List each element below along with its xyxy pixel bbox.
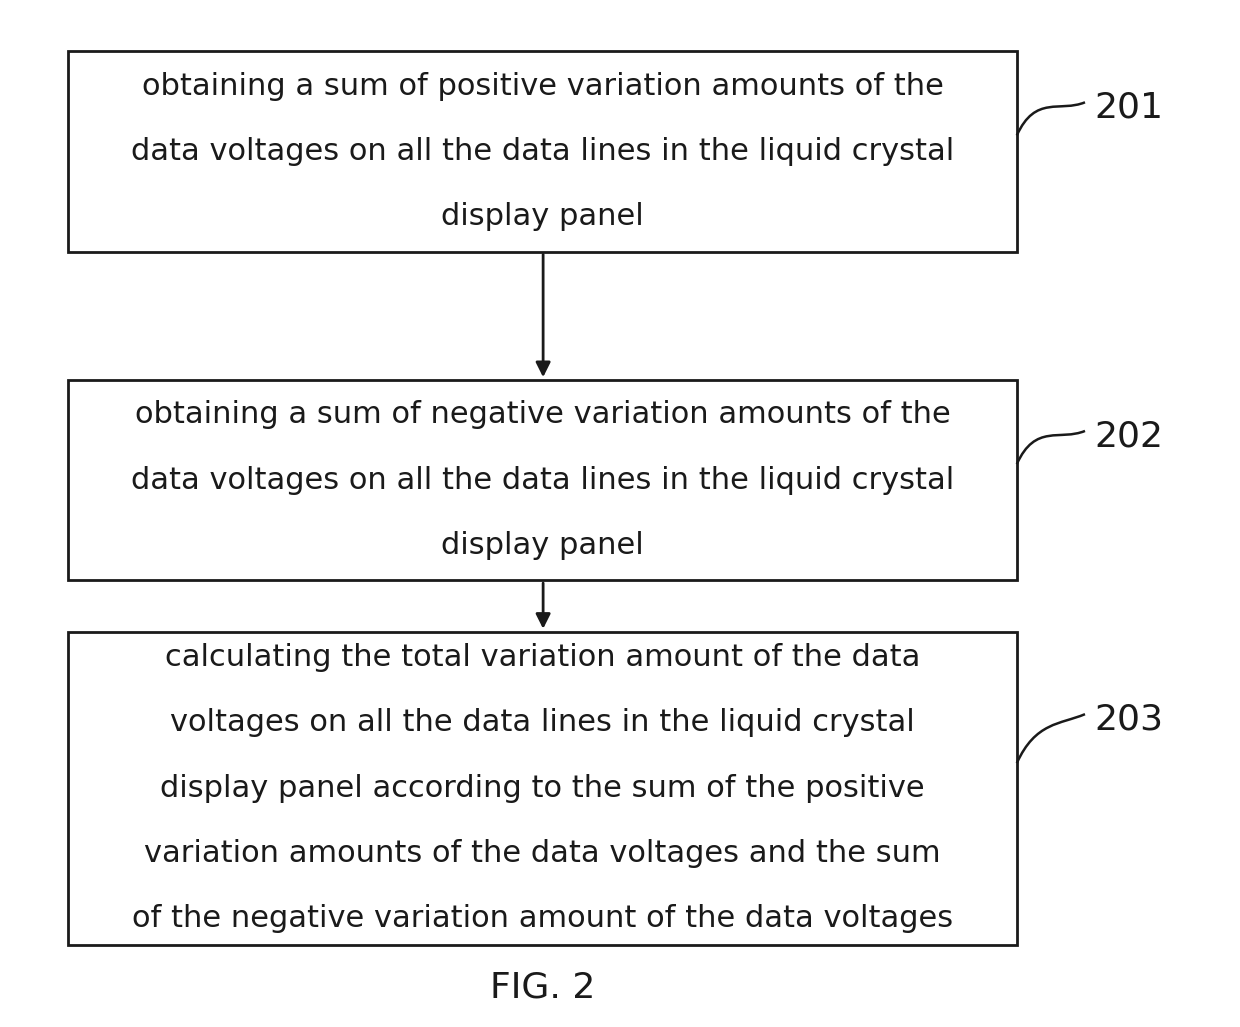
Text: 202: 202 — [1094, 419, 1163, 453]
Text: display panel according to the sum of the positive: display panel according to the sum of th… — [160, 773, 925, 803]
Text: 203: 203 — [1094, 702, 1163, 736]
Text: obtaining a sum of positive variation amounts of the: obtaining a sum of positive variation am… — [141, 72, 944, 101]
Text: FIG. 2: FIG. 2 — [491, 971, 595, 1005]
Text: data voltages on all the data lines in the liquid crystal: data voltages on all the data lines in t… — [131, 137, 954, 166]
Text: of the negative variation amount of the data voltages: of the negative variation amount of the … — [131, 905, 954, 934]
Text: calculating the total variation amount of the data: calculating the total variation amount o… — [165, 643, 920, 672]
Bar — [68, 632, 1017, 945]
Text: voltages on all the data lines in the liquid crystal: voltages on all the data lines in the li… — [170, 709, 915, 737]
Text: data voltages on all the data lines in the liquid crystal: data voltages on all the data lines in t… — [131, 465, 954, 495]
Text: variation amounts of the data voltages and the sum: variation amounts of the data voltages a… — [144, 839, 941, 868]
Bar — [68, 380, 1017, 580]
Text: 201: 201 — [1094, 90, 1163, 124]
Bar — [68, 51, 1017, 252]
Text: display panel: display panel — [441, 202, 644, 231]
Text: display panel: display panel — [441, 531, 644, 560]
Text: obtaining a sum of negative variation amounts of the: obtaining a sum of negative variation am… — [135, 401, 950, 429]
